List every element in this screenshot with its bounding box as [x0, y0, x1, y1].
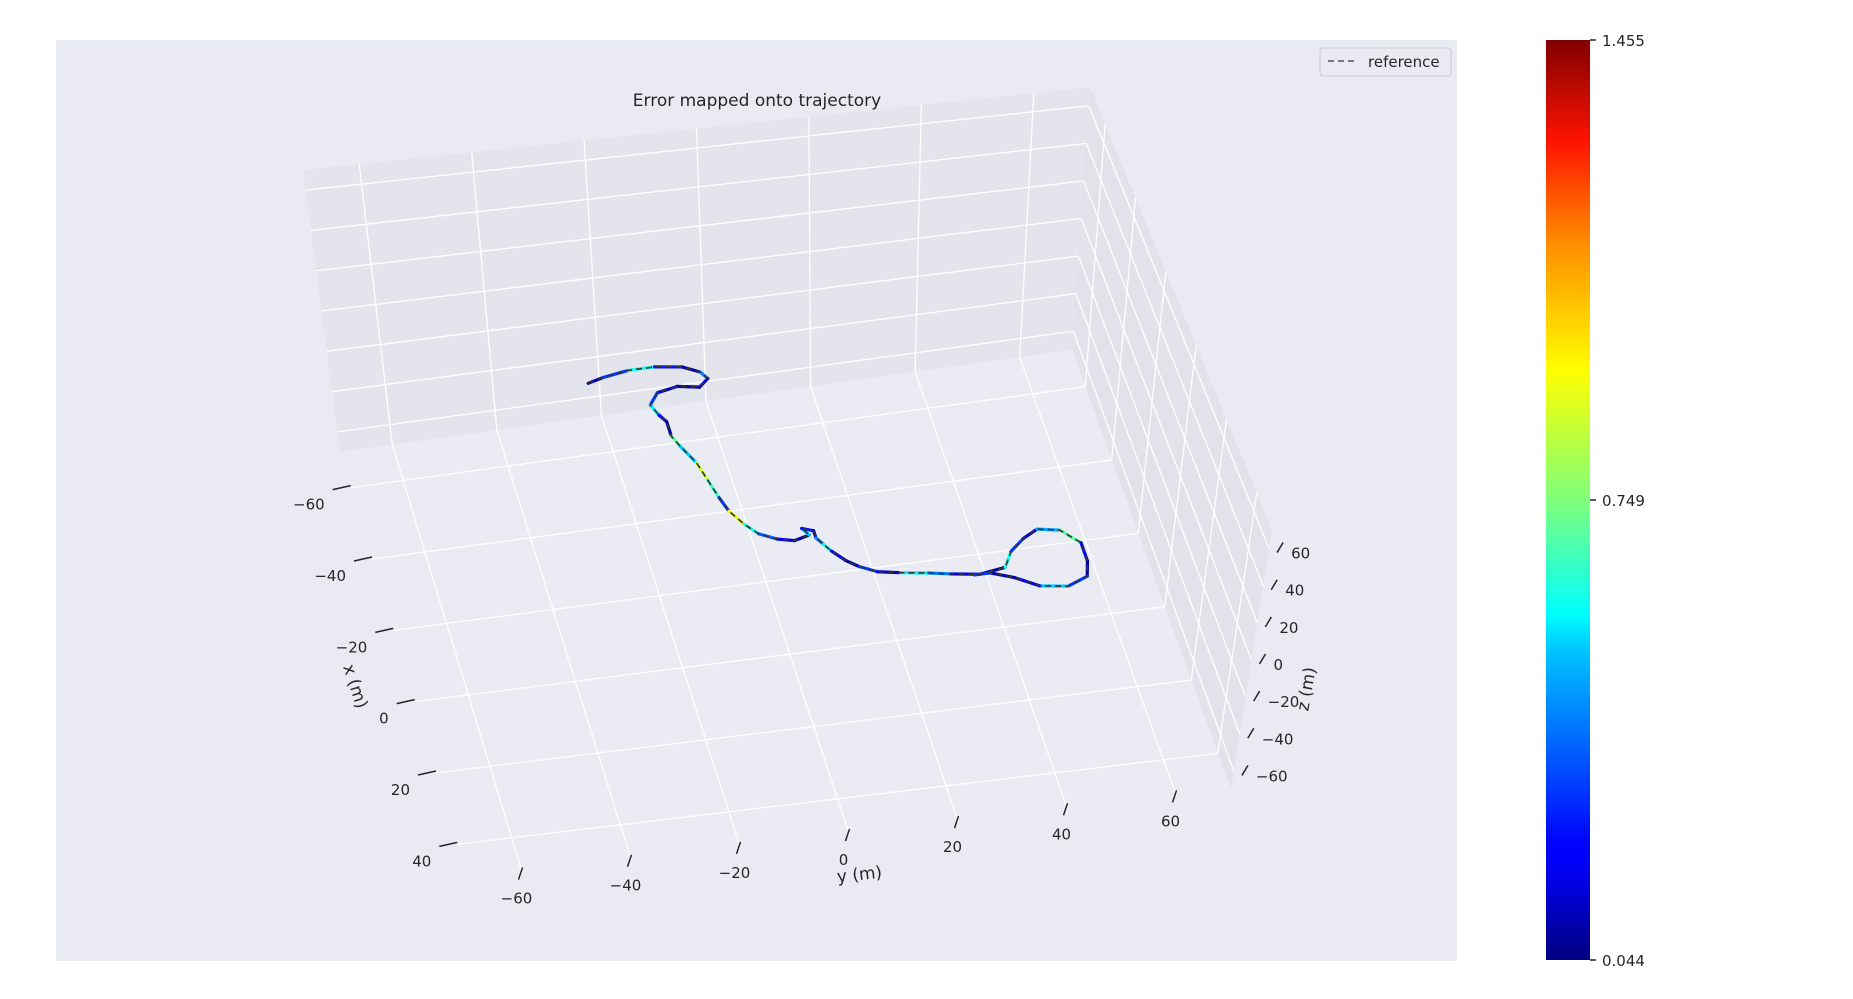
z-tick-label: 0	[1274, 656, 1284, 674]
chart-title: Error mapped onto trajectory	[633, 91, 881, 111]
x-tick-label: −20	[336, 638, 368, 656]
colorbar-gradient	[1546, 40, 1590, 960]
x-tick-mark	[332, 484, 351, 491]
z-tick-label: 20	[1279, 619, 1298, 637]
z-tick-mark	[1264, 616, 1273, 628]
z-tick-label: 40	[1285, 582, 1304, 600]
y-tick-mark	[844, 828, 851, 842]
x-tick-label: −40	[314, 567, 346, 585]
grid-line-y	[914, 371, 1069, 810]
z-tick-label: −40	[1262, 730, 1294, 748]
grid-line-z-right	[1075, 293, 1241, 735]
x-tick-mark	[396, 698, 415, 705]
colorbar-tick-max: 1.455	[1602, 32, 1645, 50]
pane-back	[303, 87, 1090, 452]
grid-line-z-back	[326, 255, 1079, 352]
x-tick-mark	[439, 841, 458, 848]
x-tick-label: 40	[412, 852, 431, 870]
y-tick-label: 40	[1052, 825, 1071, 843]
y-tick-mark	[517, 867, 524, 880]
y-tick-mark	[626, 854, 633, 867]
reference-trajectory	[587, 366, 1089, 588]
z-tick-label: −60	[1256, 767, 1288, 785]
grid-line-y	[600, 415, 742, 849]
grid-line-z-right	[1082, 180, 1258, 624]
y-tick-label: −40	[610, 877, 642, 895]
grid-line-y	[1019, 357, 1178, 797]
x-tick-label: 0	[379, 710, 389, 728]
z-tick-mark	[1258, 653, 1267, 665]
z-tick-mark	[1276, 542, 1284, 553]
x-tick-label: −60	[293, 496, 325, 514]
grid-line-y	[391, 444, 524, 874]
legend[interactable]: reference	[1319, 47, 1452, 77]
y-tick-mark	[953, 815, 960, 829]
grid-line-y	[496, 429, 633, 861]
grid-line-z-back	[321, 217, 1082, 312]
x-tick-mark	[375, 627, 394, 634]
grid-line-z-back	[316, 180, 1084, 272]
y-tick-mark	[1062, 803, 1069, 816]
colorbar-tick-min: 0.044	[1602, 952, 1645, 970]
y-tick-label: −20	[719, 864, 751, 882]
z-tick-mark	[1247, 727, 1255, 739]
legend-reference-label: reference	[1368, 53, 1440, 71]
grid-line-y	[705, 400, 851, 836]
grid-line-z-right	[1080, 218, 1253, 661]
x-tick-mark	[353, 556, 373, 562]
y-axis-label: y (m)	[836, 863, 883, 888]
z-tick-mark	[1252, 690, 1261, 702]
colorbar-tick-mid: 0.749	[1602, 492, 1645, 510]
z-tick-label: 60	[1291, 545, 1310, 563]
grid-line-z-back	[331, 292, 1076, 393]
y-tick-mark	[1171, 790, 1178, 803]
grid-line-z-right	[1077, 255, 1247, 698]
grid-line-z-back	[305, 105, 1089, 191]
y-tick-label: −60	[501, 890, 533, 908]
grid-line-z-right	[1085, 143, 1264, 586]
pane-right	[1072, 87, 1272, 790]
y-tick-mark	[735, 841, 742, 855]
x-tick-label: 20	[391, 781, 410, 799]
grid-line-y	[809, 386, 960, 823]
grid-line-z-right	[1072, 330, 1235, 772]
grid-line-z-back	[310, 142, 1087, 232]
colorbar: 1.455 0.749 0.044	[1546, 32, 1645, 970]
pane-floor	[340, 350, 1231, 880]
legend-box	[1319, 47, 1452, 77]
grid-lines	[305, 92, 1270, 874]
z-tick-mark	[1270, 579, 1278, 591]
axis-ticks: −60 −40 −20 0 20 40 −60 −40 −20 0 20 40 60 −60 −40 −20 0…	[293, 484, 1310, 908]
x-tick-mark	[417, 770, 437, 776]
grid-line-z-right	[1088, 105, 1270, 549]
z-tick-label: −20	[1268, 693, 1300, 711]
z-tick-mark	[1241, 765, 1249, 776]
y-tick-label: 0	[839, 851, 849, 869]
y-tick-label: 60	[1161, 812, 1180, 830]
y-tick-label: 20	[943, 838, 962, 856]
